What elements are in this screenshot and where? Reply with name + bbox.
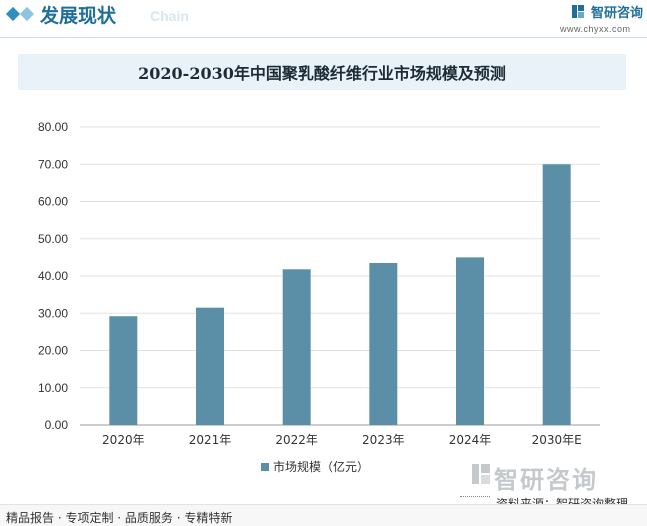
y-tick-label: 40.00: [38, 269, 68, 283]
section-subtitle: Chain: [150, 8, 189, 24]
bar: [196, 307, 224, 425]
brand-name: 智研咨询: [591, 6, 644, 21]
legend-label: 市场规模（亿元）: [273, 460, 370, 474]
chart-grid: [80, 126, 600, 426]
y-tick-label: 10.00: [38, 381, 68, 395]
bar: [282, 269, 311, 425]
bar-chart: 0.00 10.00 20.00 30.00 40.00 50.00 60.00 70.00 8…: [38, 120, 600, 447]
brand-logo-icon: [572, 5, 584, 18]
x-tick-label: 2020年: [102, 433, 145, 447]
brand-url: www.chyxx.com: [560, 24, 631, 34]
y-axis-ticks: 0.00 10.00 20.00 30.00 40.00 50.00 60.00 70.00 8…: [38, 120, 68, 432]
page-header: 发展现状 Chain 智研咨询 www.chyxx.com: [0, 0, 647, 40]
chart-bars: [109, 164, 571, 425]
chart-legend: 市场规模（亿元）: [261, 458, 369, 475]
x-axis-ticks: 2020年 2021年 2022年 2023年 2024年 2030年E: [102, 433, 582, 447]
diamond-icon: [19, 6, 35, 22]
y-tick-label: 30.00: [38, 306, 68, 320]
x-tick-label: 2024年: [449, 433, 492, 447]
y-tick-label: 80.00: [38, 120, 68, 134]
x-tick-label: 2030年E: [532, 433, 582, 447]
footer-text: 精品报告 · 专项定制 · 品质服务 · 专精特新: [6, 511, 233, 525]
diamond-icon: [5, 6, 21, 22]
x-tick-label: 2021年: [189, 433, 232, 447]
watermark-logo-icon: [472, 464, 490, 484]
x-tick-label: 2023年: [362, 433, 405, 447]
y-tick-label: 70.00: [38, 157, 68, 171]
section-title: 发展现状: [40, 5, 117, 27]
y-tick-label: 0.00: [45, 418, 69, 432]
y-tick-label: 20.00: [38, 344, 68, 358]
bar: [369, 262, 398, 425]
header-divider: [0, 37, 647, 38]
bar: [542, 164, 571, 425]
chart-title-band: 2020-2030年中国聚乳酸纤维行业市场规模及预测: [18, 54, 626, 90]
x-tick-label: 2022年: [275, 433, 318, 447]
y-tick-label: 50.00: [38, 232, 68, 246]
bar: [109, 316, 138, 425]
y-tick-label: 60.00: [38, 195, 68, 209]
legend-swatch: [261, 462, 269, 471]
watermark-text: 智研咨询: [494, 466, 598, 494]
page-footer: 精品报告 · 专项定制 · 品质服务 · 专精特新: [0, 504, 647, 526]
source-divider: [460, 496, 490, 497]
bar: [456, 257, 484, 425]
chart-title: 2020-2030年中国聚乳酸纤维行业市场规模及预测: [138, 64, 506, 83]
